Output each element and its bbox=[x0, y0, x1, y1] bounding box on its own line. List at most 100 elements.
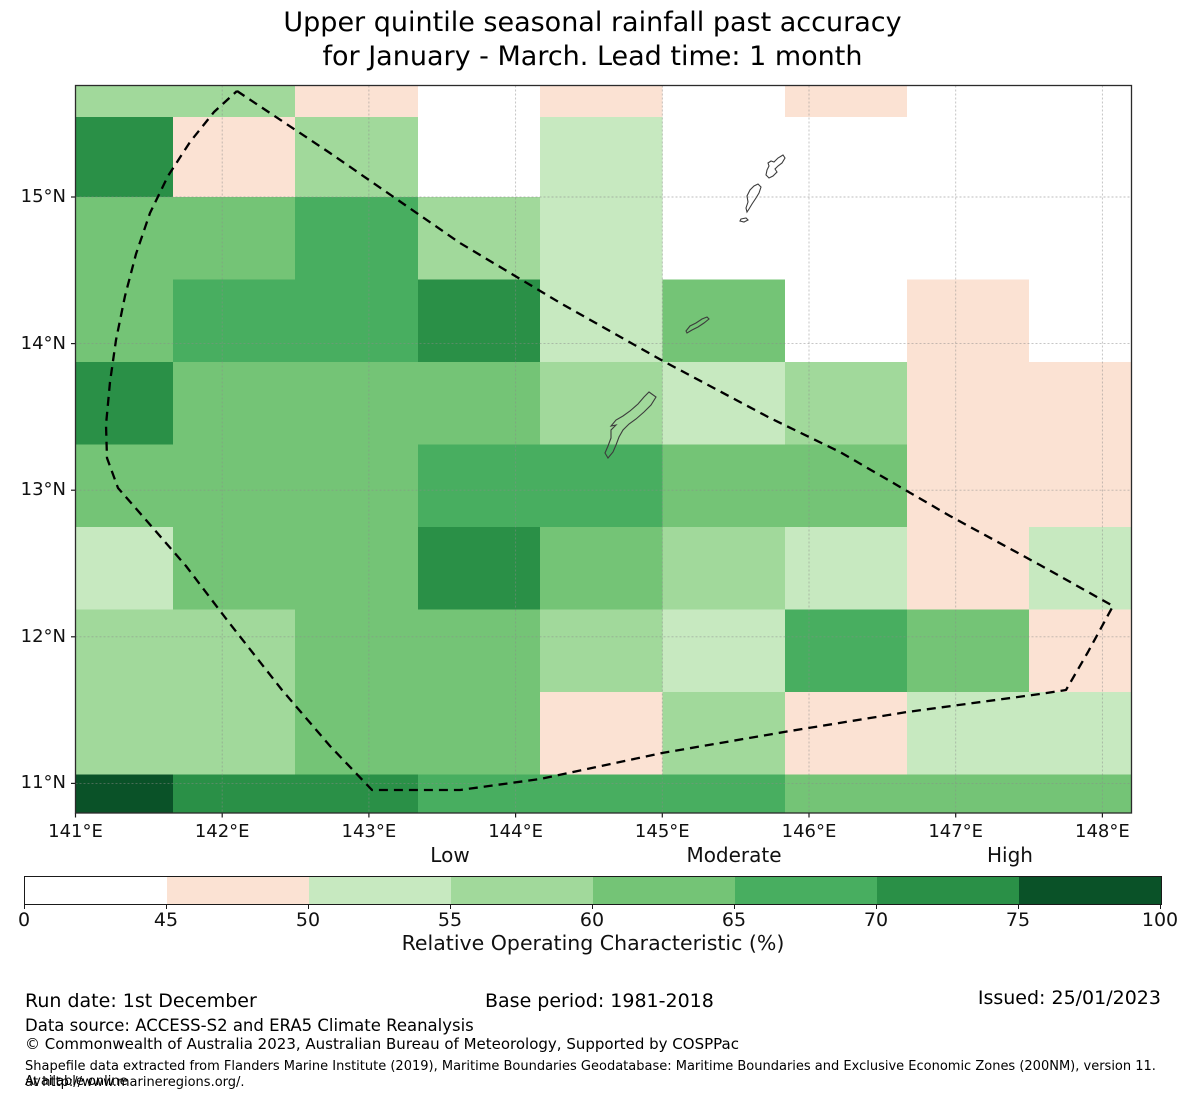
lat-tick-label: 13°N bbox=[20, 479, 66, 501]
grid-cell bbox=[295, 774, 419, 814]
chart-title: Upper quintile seasonal rainfall past ac… bbox=[0, 6, 1185, 74]
grid-cell bbox=[662, 444, 786, 528]
grid-cell bbox=[785, 609, 908, 693]
grid-cell bbox=[173, 85, 296, 118]
grid-cell bbox=[662, 692, 786, 775]
grid-cell bbox=[173, 609, 296, 693]
colorbar-segment-75-100 bbox=[1019, 877, 1161, 904]
lon-tick-label: 141°E bbox=[48, 821, 103, 842]
colorbar-tick-mark bbox=[450, 904, 451, 909]
map-frame bbox=[74, 84, 1133, 814]
colorbar-segment-60-65 bbox=[593, 877, 735, 904]
run-date-text: Run date: 1st December bbox=[25, 990, 257, 1012]
grid-cell bbox=[418, 279, 541, 363]
grid-cell bbox=[907, 85, 1030, 118]
colorbar-tick-label: 100 bbox=[1141, 909, 1179, 931]
grid-cell bbox=[662, 197, 786, 280]
grid-cell bbox=[540, 692, 663, 775]
grid-cell bbox=[907, 774, 1030, 814]
grid-cell bbox=[540, 527, 663, 610]
grid-cell bbox=[173, 444, 296, 528]
colorbar-tick-mark bbox=[734, 904, 735, 909]
grid-cell bbox=[785, 444, 908, 528]
grid-cell bbox=[418, 444, 541, 528]
colorbar-tick-label: 75 bbox=[1005, 909, 1031, 931]
colorbar-tick-label: 0 bbox=[17, 909, 31, 931]
lon-tick-label: 144°E bbox=[488, 821, 543, 842]
grid-cell bbox=[75, 279, 174, 363]
colorbar-tick-label: 65 bbox=[721, 909, 747, 931]
eez-boundary-line bbox=[104, 90, 1115, 792]
grid-cell bbox=[1029, 197, 1132, 280]
copyright-text: © Commonwealth of Australia 2023, Austra… bbox=[25, 1035, 739, 1053]
shapefile-note-line2: at http://www.marineregions.org/. bbox=[25, 1075, 245, 1090]
grid-cell bbox=[785, 85, 908, 118]
legend-band-low: Low bbox=[430, 843, 470, 867]
grid-cell bbox=[1029, 362, 1132, 445]
grid-cell bbox=[662, 774, 786, 814]
chart-title-line2: for January - March. Lead time: 1 month bbox=[322, 41, 863, 72]
grid-cell bbox=[785, 774, 908, 814]
lon-tick-label: 148°E bbox=[1075, 821, 1130, 842]
grid-cell bbox=[907, 279, 1030, 363]
grid-cell bbox=[1029, 527, 1132, 610]
colorbar-segment-50-55 bbox=[309, 877, 451, 904]
grid-cell bbox=[75, 117, 174, 198]
colorbar-tick-label: 55 bbox=[437, 909, 463, 931]
grid-cell bbox=[75, 609, 174, 693]
grid-cell bbox=[907, 692, 1030, 775]
grid-cell bbox=[540, 444, 663, 528]
colorbar-tick-mark bbox=[24, 904, 25, 909]
colorbar-tick-label: 60 bbox=[579, 909, 605, 931]
grid-cell bbox=[662, 527, 786, 610]
base-period-text: Base period: 1981-2018 bbox=[485, 990, 714, 1012]
grid-cell bbox=[295, 609, 419, 693]
grid-cell bbox=[173, 527, 296, 610]
lat-tick-label: 14°N bbox=[20, 332, 66, 354]
issued-date-text: Issued: 25/01/2023 bbox=[977, 987, 1161, 1009]
grid-cell bbox=[785, 117, 908, 198]
colorbar-axis-label: Relative Operating Characteristic (%) bbox=[401, 931, 785, 955]
grid-cell bbox=[785, 692, 908, 775]
colorbar-tick-label: 50 bbox=[295, 909, 321, 931]
grid-cell bbox=[1029, 609, 1132, 693]
grid-cell bbox=[418, 117, 541, 198]
legend-band-high: High bbox=[987, 843, 1033, 867]
island-outline-guam bbox=[604, 391, 657, 459]
colorbar-tick-label: 45 bbox=[153, 909, 179, 931]
grid-cell bbox=[785, 197, 908, 280]
lat-tick-label: 12°N bbox=[20, 625, 66, 647]
colorbar-tick-mark bbox=[1018, 904, 1019, 909]
grid-cell bbox=[1029, 692, 1132, 775]
lon-tick-label: 147°E bbox=[928, 821, 984, 842]
island-outline-aguijan bbox=[739, 217, 749, 223]
grid-cell bbox=[540, 197, 663, 280]
colorbar-segment-0-45 bbox=[25, 877, 167, 904]
grid-cell bbox=[75, 774, 174, 814]
grid-cell bbox=[1029, 85, 1132, 118]
grid-cell bbox=[662, 362, 786, 445]
grid-cell bbox=[907, 197, 1030, 280]
grid-cell bbox=[418, 197, 541, 280]
lat-tick-label: 15°N bbox=[20, 186, 66, 207]
grid-cell bbox=[295, 692, 419, 775]
lon-tick-label: 146°E bbox=[781, 821, 837, 842]
grid-cell bbox=[907, 527, 1030, 610]
grid-cell bbox=[418, 362, 541, 445]
grid-cell bbox=[1029, 279, 1132, 363]
legend-band-moderate: Moderate bbox=[686, 843, 782, 867]
shapefile-note-line1: Shapefile data extracted from Flanders M… bbox=[25, 1059, 1156, 1089]
grid-cell bbox=[75, 444, 174, 528]
grid-cell bbox=[418, 692, 541, 775]
grid-cell bbox=[173, 362, 296, 445]
grid-cell bbox=[785, 527, 908, 610]
colorbar-tick-mark bbox=[1160, 904, 1161, 909]
colorbar-segment-70-75 bbox=[877, 877, 1019, 904]
grid-cell bbox=[75, 85, 174, 118]
grid-cell bbox=[907, 609, 1030, 693]
colorbar-tick-mark bbox=[592, 904, 593, 909]
island-outline-tinian bbox=[745, 183, 762, 214]
lat-tick-label: 11°N bbox=[20, 772, 66, 794]
